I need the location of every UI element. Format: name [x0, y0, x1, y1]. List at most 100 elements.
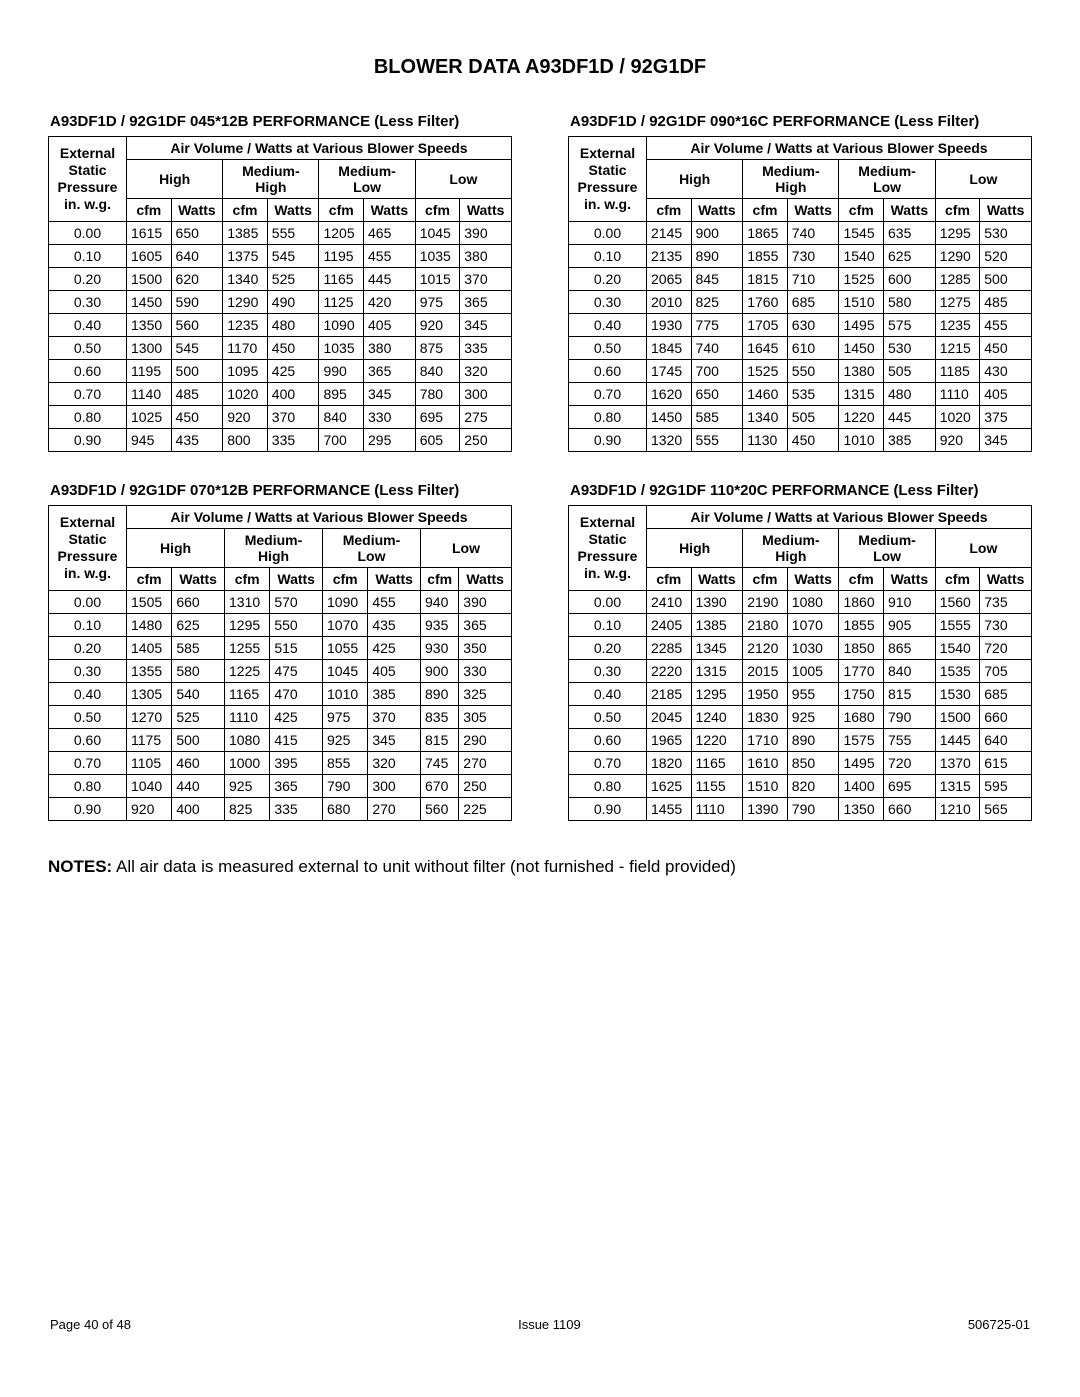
- header-speed-low: Low: [421, 529, 512, 568]
- cell-watts-low: 405: [980, 383, 1032, 406]
- cell-cfm-low: 975: [415, 291, 460, 314]
- cell-cfm-high: 1500: [127, 268, 172, 291]
- cell-watts-high: 1345: [691, 637, 743, 660]
- cell-cfm-mh: 1705: [743, 314, 788, 337]
- cell-watts-high: 650: [171, 222, 223, 245]
- esp: 0.40: [569, 683, 647, 706]
- header-cfm: cfm: [839, 568, 884, 591]
- cell-cfm-high: 1025: [127, 406, 172, 429]
- page-footer: Page 40 of 48 Issue 1109 506725-01: [48, 1317, 1032, 1332]
- cell-watts-high: 485: [171, 383, 223, 406]
- page-title: BLOWER DATA A93DF1D / 92G1DF: [48, 56, 1032, 79]
- cell-watts-high: 890: [691, 245, 743, 268]
- table-row: 0.601745700152555013805051185430: [569, 360, 1032, 383]
- cell-watts-high: 560: [171, 314, 223, 337]
- cell-cfm-mh: 1235: [223, 314, 268, 337]
- cell-cfm-ml: 1070: [323, 614, 368, 637]
- cell-watts-mh: 545: [267, 245, 319, 268]
- table-row: 0.801040440925365790300670250: [49, 775, 512, 798]
- cell-watts-mh: 515: [270, 637, 323, 660]
- cell-cfm-high: 2045: [647, 706, 692, 729]
- header-watts: Watts: [459, 568, 512, 591]
- cell-cfm-mh: 920: [223, 406, 268, 429]
- cell-cfm-high: 1615: [127, 222, 172, 245]
- table-row: 0.50130054511704501035380875335: [49, 337, 512, 360]
- cell-watts-mh: 335: [267, 429, 319, 452]
- cell-watts-ml: 635: [884, 222, 936, 245]
- cell-watts-low: 520: [980, 245, 1032, 268]
- table-row: 0.7011404851020400895345780300: [49, 383, 512, 406]
- cell-watts-ml: 755: [884, 729, 936, 752]
- cell-watts-ml: 480: [884, 383, 936, 406]
- cell-cfm-high: 2405: [647, 614, 692, 637]
- cell-cfm-ml: 1125: [319, 291, 364, 314]
- cell-watts-ml: 270: [368, 798, 421, 821]
- table-row: 0.6019651220171089015757551445640: [569, 729, 1032, 752]
- header-esp: ExternalStaticPressurein. w.g.: [49, 137, 127, 222]
- cell-cfm-low: 1185: [935, 360, 980, 383]
- cell-watts-high: 500: [171, 360, 223, 383]
- cell-watts-ml: 370: [368, 706, 421, 729]
- header-speed-low: Low: [935, 529, 1031, 568]
- esp: 0.50: [49, 706, 127, 729]
- header-speed-medium-high: Medium-High: [743, 529, 839, 568]
- header-speed-medium-high: Medium-High: [223, 160, 319, 199]
- cell-cfm-ml: 840: [319, 406, 364, 429]
- esp: 0.40: [49, 314, 127, 337]
- cell-cfm-ml: 1860: [839, 591, 884, 614]
- cell-cfm-ml: 1165: [319, 268, 364, 291]
- cell-cfm-ml: 680: [323, 798, 368, 821]
- header-cfm: cfm: [127, 568, 172, 591]
- cell-cfm-low: 605: [415, 429, 460, 452]
- cell-watts-low: 390: [459, 591, 512, 614]
- header-speed-medium-high: Medium-High: [225, 529, 323, 568]
- cell-watts-low: 335: [460, 337, 512, 360]
- table-row: 0.002145900186574015456351295530: [569, 222, 1032, 245]
- cell-watts-high: 1220: [691, 729, 743, 752]
- esp: 0.40: [49, 683, 127, 706]
- esp: 0.30: [569, 291, 647, 314]
- cell-cfm-low: 1295: [935, 222, 980, 245]
- cell-watts-ml: 425: [368, 637, 421, 660]
- table-caption: A93DF1D / 92G1DF 110*20C PERFORMANCE (Le…: [568, 482, 1032, 499]
- cell-cfm-ml: 1195: [319, 245, 364, 268]
- cell-watts-mh: 730: [787, 245, 839, 268]
- cell-cfm-mh: 925: [225, 775, 270, 798]
- cell-watts-mh: 365: [270, 775, 323, 798]
- esp: 0.70: [569, 383, 647, 406]
- table-row: 0.6011755001080415925345815290: [49, 729, 512, 752]
- cell-watts-high: 400: [172, 798, 225, 821]
- cell-cfm-low: 1290: [935, 245, 980, 268]
- esp: 0.60: [49, 729, 127, 752]
- table-row: 0.30145059012904901125420975365: [49, 291, 512, 314]
- table-row: 0.101605640137554511954551035380: [49, 245, 512, 268]
- cell-watts-mh: 710: [787, 268, 839, 291]
- header-speed-low: Low: [935, 160, 1031, 199]
- cell-watts-high: 1110: [691, 798, 743, 821]
- table-row: 0.00150566013105701090455940390: [49, 591, 512, 614]
- header-speed-high: High: [647, 529, 743, 568]
- cell-watts-ml: 295: [364, 429, 416, 452]
- table-row: 0.5020451240183092516807901500660: [569, 706, 1032, 729]
- cell-cfm-low: 900: [421, 660, 459, 683]
- header-watts: Watts: [884, 568, 936, 591]
- cell-watts-low: 430: [980, 360, 1032, 383]
- cell-cfm-ml: 1090: [323, 591, 368, 614]
- esp: 0.20: [49, 268, 127, 291]
- cell-watts-low: 500: [980, 268, 1032, 291]
- cell-cfm-high: 1845: [647, 337, 692, 360]
- cell-cfm-low: 890: [421, 683, 459, 706]
- cell-cfm-high: 2135: [647, 245, 692, 268]
- cell-watts-mh: 820: [787, 775, 839, 798]
- cell-cfm-high: 1350: [127, 314, 172, 337]
- cell-cfm-mh: 1710: [743, 729, 788, 752]
- cell-watts-ml: 345: [364, 383, 416, 406]
- header-speed-high: High: [647, 160, 743, 199]
- cell-cfm-ml: 1045: [323, 660, 368, 683]
- esp: 0.80: [49, 406, 127, 429]
- cell-watts-low: 615: [980, 752, 1032, 775]
- cell-watts-high: 1385: [691, 614, 743, 637]
- header-watts: Watts: [787, 199, 839, 222]
- cell-cfm-high: 1820: [647, 752, 692, 775]
- cell-watts-mh: 570: [270, 591, 323, 614]
